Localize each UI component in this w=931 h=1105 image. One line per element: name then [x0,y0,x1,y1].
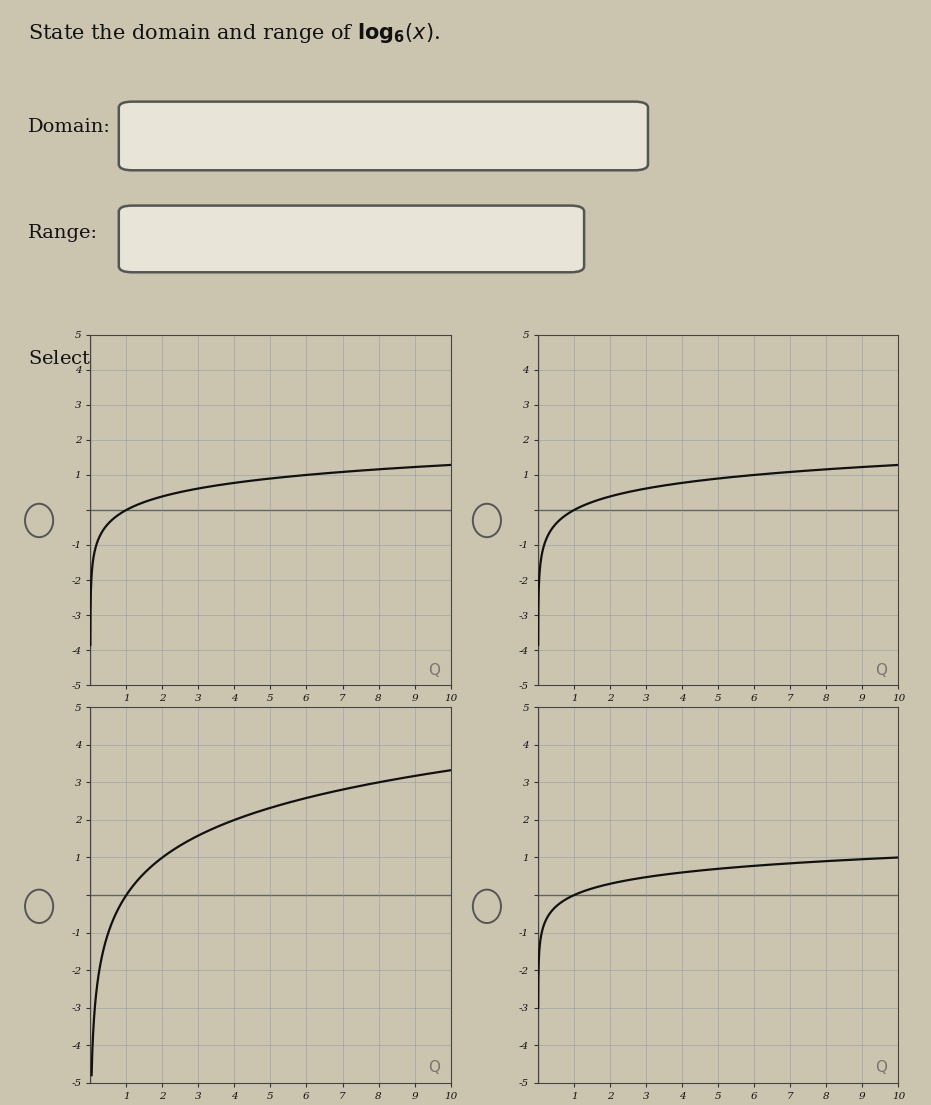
Text: Domain:: Domain: [28,118,111,136]
Text: Q: Q [876,663,887,678]
Text: Q: Q [876,1061,887,1075]
Text: Select the graph of $\mathbf{log_6}$$(x)$: Select the graph of $\mathbf{log_6}$$(x)… [28,347,294,370]
Text: Q: Q [428,1061,439,1075]
Text: Q: Q [428,663,439,678]
FancyBboxPatch shape [119,102,648,170]
FancyBboxPatch shape [119,206,584,272]
Text: Range:: Range: [28,224,98,242]
Text: State the domain and range of $\mathbf{log_6}$$(x)$.: State the domain and range of $\mathbf{l… [28,21,439,45]
